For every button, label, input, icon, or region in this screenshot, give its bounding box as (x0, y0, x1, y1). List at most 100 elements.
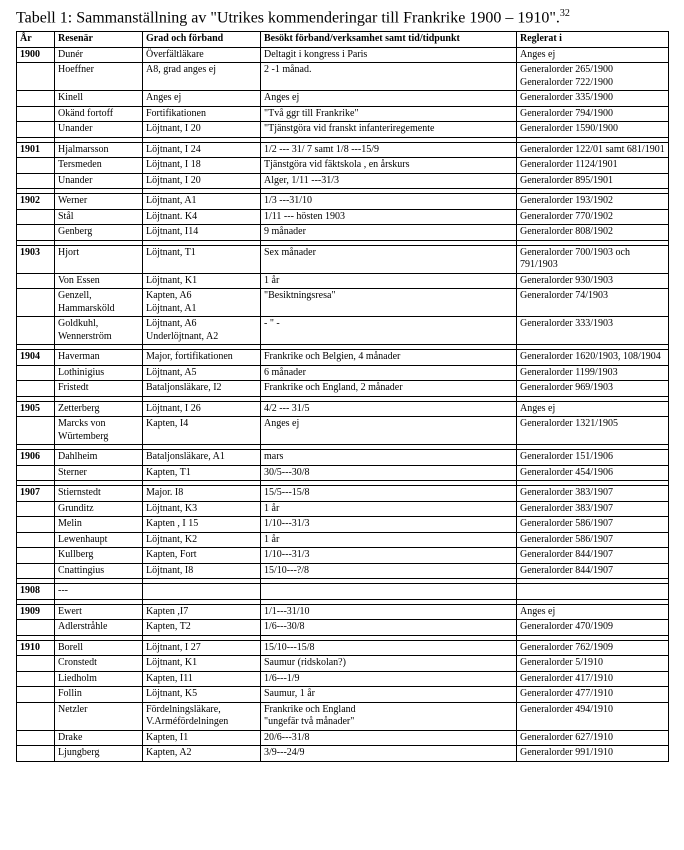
cell-reg: Generalorder 265/1900Generalorder 722/19… (517, 63, 669, 91)
table-row: AdlerstråhleKapten, T21/6---30/8Generalo… (17, 620, 669, 636)
col-visit: Besökt förband/verksamhet samt tid/tidpu… (261, 32, 517, 48)
cell-name: Haverman (55, 350, 143, 366)
cell-grade: Löjtnant, K5 (143, 687, 261, 703)
cell-grade: Löjtnant, I 20 (143, 122, 261, 138)
cell-reg: Generalorder 5/1910 (517, 656, 669, 672)
cell-grade: Kapten, T2 (143, 620, 261, 636)
cell-visit (261, 584, 517, 600)
table-row: Goldkuhl,WennerströmLöjtnant, A6Underlöj… (17, 317, 669, 345)
cell-year (17, 671, 55, 687)
cell-reg: Generalorder 1124/1901 (517, 158, 669, 174)
cell-reg: Anges ej (517, 47, 669, 63)
cell-visit: 4/2 --- 31/5 (261, 401, 517, 417)
cell-reg: Generalorder 586/1907 (517, 532, 669, 548)
cell-grade: Löjtnant, I 26 (143, 401, 261, 417)
table-row: 1906DahlheimBataljonsläkare, A1marsGener… (17, 450, 669, 466)
cell-visit: Saumur (ridskolan?) (261, 656, 517, 672)
cell-name: Unander (55, 173, 143, 189)
table-row: 1909EwertKapten ,I71/1---31/10Anges ej (17, 604, 669, 620)
cell-name: Netzler (55, 702, 143, 730)
cell-visit: Sex månader (261, 245, 517, 273)
cell-name: Cronstedt (55, 656, 143, 672)
table-row: CnattingiusLöjtnant, I815/10---?/8Genera… (17, 563, 669, 579)
cell-grade: Kapten, T1 (143, 465, 261, 481)
cell-reg: Generalorder 586/1907 (517, 517, 669, 533)
cell-grade: Kapten, A2 (143, 746, 261, 762)
cell-visit: Deltagit i kongress i Paris (261, 47, 517, 63)
cell-grade: Löjtnant, I 20 (143, 173, 261, 189)
cell-grade: Bataljonsläkare, A1 (143, 450, 261, 466)
table-row: DrakeKapten, I120/6---31/8Generalorder 6… (17, 730, 669, 746)
cell-reg: Generalorder 470/1909 (517, 620, 669, 636)
cell-name: Stål (55, 209, 143, 225)
cell-visit: 1/6---1/9 (261, 671, 517, 687)
cell-visit: Anges ej (261, 91, 517, 107)
cell-grade: Löjtnant, I 24 (143, 142, 261, 158)
cell-name: Lothinigius (55, 365, 143, 381)
table-row: GrunditzLöjtnant, K31 årGeneralorder 383… (17, 501, 669, 517)
cell-name: Sterner (55, 465, 143, 481)
cell-year (17, 91, 55, 107)
cell-grade: Kapten, I4 (143, 417, 261, 445)
cell-visit: 30/5---30/8 (261, 465, 517, 481)
cell-year: 1902 (17, 194, 55, 210)
cell-year (17, 563, 55, 579)
cell-year (17, 317, 55, 345)
cell-name: Tersmeden (55, 158, 143, 174)
cell-reg (517, 584, 669, 600)
cell-grade: Kapten, I1 (143, 730, 261, 746)
cell-reg: Generalorder 895/1901 (517, 173, 669, 189)
cell-grade: Fortifikationen (143, 106, 261, 122)
cell-visit: Tjänstgöra vid fäktskola , en årskurs (261, 158, 517, 174)
cell-name: Kinell (55, 91, 143, 107)
cell-grade: Kapten ,I7 (143, 604, 261, 620)
cell-reg: Generalorder 969/1903 (517, 381, 669, 397)
cell-visit: 3/9---24/9 (261, 746, 517, 762)
cell-year: 1900 (17, 47, 55, 63)
cell-visit: mars (261, 450, 517, 466)
table-row: LiedholmKapten, I111/6---1/9Generalorder… (17, 671, 669, 687)
table-title: Tabell 1: Sammanställning av "Utrikes ko… (16, 8, 668, 27)
table-row: Von EssenLöjtnant, K11 årGeneralorder 93… (17, 273, 669, 289)
cell-grade: Fördelningsläkare,V.Arméfördelningen (143, 702, 261, 730)
cell-visit: 1 år (261, 273, 517, 289)
cell-visit: Anges ej (261, 417, 517, 445)
cell-visit: 1 år (261, 501, 517, 517)
cell-reg: Generalorder 383/1907 (517, 486, 669, 502)
title-footnote: 32 (560, 8, 570, 19)
cell-name: Adlerstråhle (55, 620, 143, 636)
cell-reg: Generalorder 383/1907 (517, 501, 669, 517)
cell-reg: Generalorder 335/1900 (517, 91, 669, 107)
cell-year (17, 501, 55, 517)
cell-reg: Generalorder 991/1910 (517, 746, 669, 762)
cell-year: 1904 (17, 350, 55, 366)
cell-year (17, 365, 55, 381)
cell-name: Kullberg (55, 548, 143, 564)
cell-reg: Generalorder 333/1903 (517, 317, 669, 345)
commissions-table: År Resenär Grad och förband Besökt förba… (16, 31, 669, 762)
table-row: Marcks vonWürtembergKapten, I4Anges ejGe… (17, 417, 669, 445)
cell-reg: Generalorder 930/1903 (517, 273, 669, 289)
cell-name: Hjalmarsson (55, 142, 143, 158)
table-row: HoeffnerA8, grad anges ej2 -1 månad.Gene… (17, 63, 669, 91)
cell-name: Fristedt (55, 381, 143, 397)
table-row: Okänd fortoffFortifikationen"Två ggr til… (17, 106, 669, 122)
cell-visit: "Två ggr till Frankrike" (261, 106, 517, 122)
cell-reg: Generalorder 700/1903 och 791/1903 (517, 245, 669, 273)
cell-visit: Frankrike och Belgien, 4 månader (261, 350, 517, 366)
table-row: KinellAnges ejAnges ejGeneralorder 335/1… (17, 91, 669, 107)
cell-grade: Löjtnant, A6Underlöjtnant, A2 (143, 317, 261, 345)
cell-grade: Anges ej (143, 91, 261, 107)
cell-grade: Löjtnant, I 18 (143, 158, 261, 174)
cell-reg: Generalorder 844/1907 (517, 548, 669, 564)
cell-reg: Generalorder 454/1906 (517, 465, 669, 481)
cell-visit: Saumur, 1 år (261, 687, 517, 703)
cell-year (17, 465, 55, 481)
cell-year: 1901 (17, 142, 55, 158)
cell-visit: 1/1---31/10 (261, 604, 517, 620)
table-row: 1907StiernstedtMajor. I815/5---15/8Gener… (17, 486, 669, 502)
table-row: TersmedenLöjtnant, I 18Tjänstgöra vid fä… (17, 158, 669, 174)
cell-name: Marcks vonWürtemberg (55, 417, 143, 445)
cell-year (17, 532, 55, 548)
cell-year (17, 702, 55, 730)
